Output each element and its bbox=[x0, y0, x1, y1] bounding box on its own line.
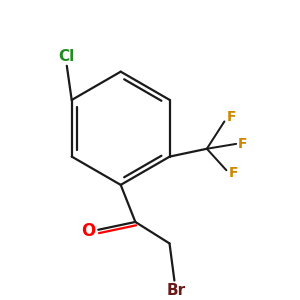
Text: Cl: Cl bbox=[59, 49, 75, 64]
Text: O: O bbox=[81, 222, 96, 240]
Text: Br: Br bbox=[167, 283, 186, 298]
Text: F: F bbox=[238, 137, 248, 151]
Text: F: F bbox=[226, 110, 236, 124]
Text: F: F bbox=[228, 166, 238, 180]
